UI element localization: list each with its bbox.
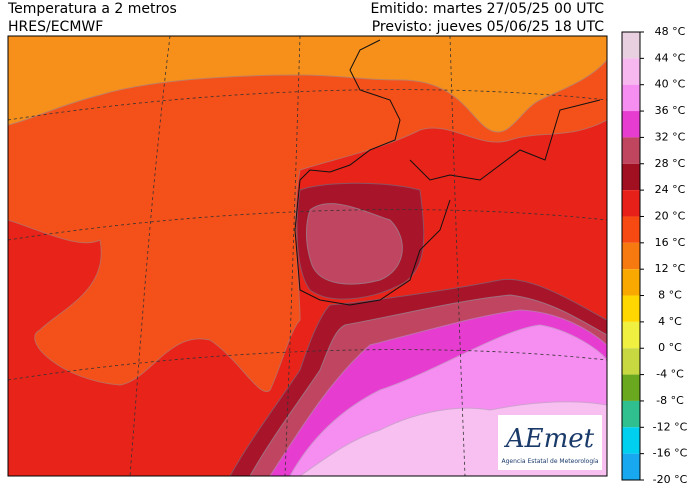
title-left-2: HRES/ECMWF: [8, 19, 103, 35]
title-right-2: Previsto: jueves 05/06/25 18 UTC: [372, 19, 605, 35]
title-left-1: Temperatura a 2 metros: [7, 1, 177, 17]
colorbar-label: 24 °C: [655, 183, 686, 196]
colorbar-segment: [622, 321, 640, 349]
colorbar-label: -20 °C: [653, 473, 688, 486]
colorbar-label: 36 °C: [655, 104, 686, 117]
colorbar-label: -12 °C: [653, 420, 688, 433]
colorbar-label: -4 °C: [656, 368, 684, 381]
colorbar-label: 28 °C: [655, 157, 686, 170]
colorbar-label: 12 °C: [655, 262, 686, 275]
colorbar-label: 44 °C: [655, 51, 686, 64]
colorbar-segment: [622, 427, 640, 454]
colorbar-segment: [622, 348, 640, 375]
colorbar-segment: [622, 242, 640, 270]
colorbar-label: -8 °C: [656, 394, 684, 407]
logo-name: AEmet: [504, 424, 595, 454]
colorbar-segment: [622, 137, 640, 164]
colorbar-label: 4 °C: [658, 315, 682, 328]
colorbar-label: 16 °C: [655, 236, 686, 249]
colorbar-segment: [622, 400, 640, 428]
colorbar-label: 48 °C: [655, 25, 686, 38]
colorbar-segment: [622, 216, 640, 243]
colorbar-segment: [622, 190, 640, 217]
colorbar-label: -16 °C: [653, 447, 688, 460]
colorbar-label: 40 °C: [655, 78, 686, 91]
colorbar-segment: [622, 111, 640, 138]
colorbar-label: 8 °C: [658, 289, 682, 302]
colorbar-label: 0 °C: [658, 341, 682, 354]
colorbar-segment: [622, 453, 640, 480]
colorbar-segment: [622, 58, 640, 85]
colorbar-label: 32 °C: [655, 130, 686, 143]
map: [8, 36, 607, 476]
colorbar: 48 °C 44 °C 40 °C 36 °C 32 °C 28 °C 24 °C 20 °C…: [621, 25, 688, 486]
colorbar-segment: [622, 163, 640, 191]
colorbar-segment: [622, 32, 640, 59]
colorbar-segment: [622, 269, 640, 296]
title-right-1: Emitido: martes 27/05/25 00 UTC: [370, 1, 604, 17]
colorbar-frame: [621, 31, 641, 481]
colorbar-label: 20 °C: [655, 209, 686, 222]
map-frame: [7, 35, 608, 477]
colorbar-segment: [622, 295, 640, 322]
colorbar-segment: [622, 374, 640, 401]
logo: AEmet Agencia Estatal de Meteorología: [498, 415, 602, 470]
colorbar-segment: [622, 84, 640, 112]
logo-subtitle: Agencia Estatal de Meteorología: [502, 458, 599, 465]
